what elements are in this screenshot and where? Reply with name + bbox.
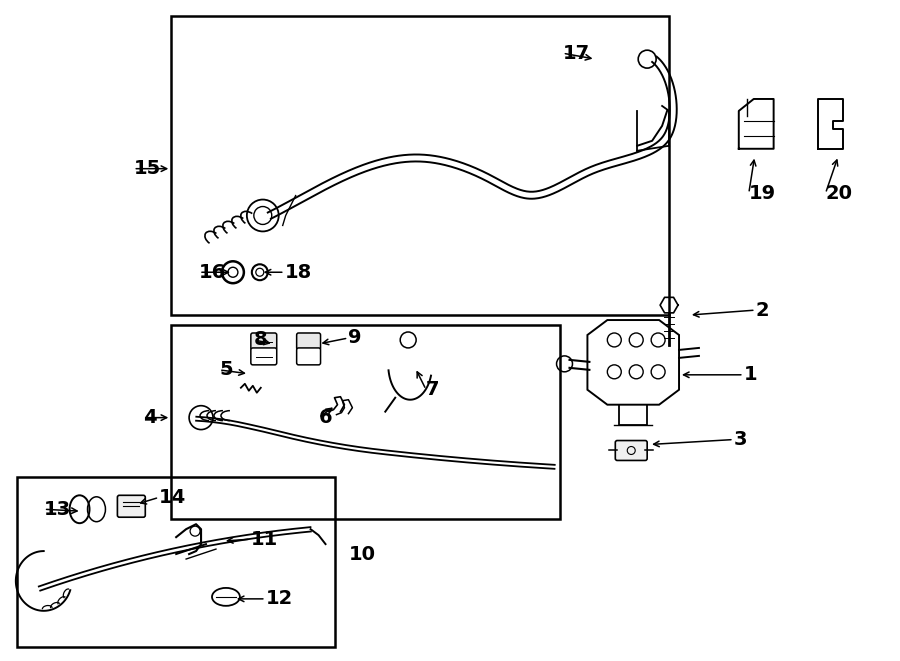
Text: 7: 7 xyxy=(426,380,439,399)
Text: 17: 17 xyxy=(562,44,590,63)
Text: 15: 15 xyxy=(133,159,160,178)
Bar xyxy=(171,325,560,519)
FancyBboxPatch shape xyxy=(251,333,276,350)
Text: 16: 16 xyxy=(199,262,226,282)
Text: 5: 5 xyxy=(219,360,232,379)
Text: 3: 3 xyxy=(734,430,747,449)
Bar xyxy=(171,17,669,315)
Text: 19: 19 xyxy=(749,184,776,203)
Text: 12: 12 xyxy=(266,590,293,608)
Text: 18: 18 xyxy=(284,262,312,282)
Text: 8: 8 xyxy=(254,330,267,350)
Text: 6: 6 xyxy=(319,408,332,427)
Text: 1: 1 xyxy=(743,366,758,384)
Text: 20: 20 xyxy=(825,184,852,203)
Text: 2: 2 xyxy=(756,301,770,319)
FancyBboxPatch shape xyxy=(251,348,276,365)
FancyBboxPatch shape xyxy=(616,440,647,461)
FancyBboxPatch shape xyxy=(297,348,320,365)
FancyBboxPatch shape xyxy=(297,333,320,350)
Text: 9: 9 xyxy=(348,329,362,348)
FancyBboxPatch shape xyxy=(117,495,145,517)
Text: 11: 11 xyxy=(251,529,278,549)
Text: 13: 13 xyxy=(44,500,71,519)
Text: 10: 10 xyxy=(348,545,375,564)
Bar xyxy=(17,477,336,646)
Text: 14: 14 xyxy=(159,488,186,507)
Text: 4: 4 xyxy=(143,408,157,427)
